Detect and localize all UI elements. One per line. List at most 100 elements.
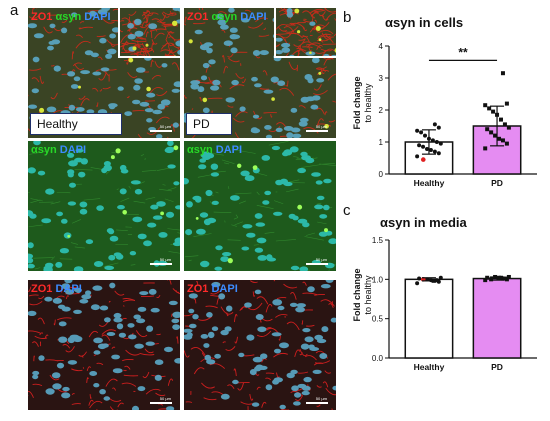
data-point [415, 154, 420, 159]
data-point [504, 101, 509, 106]
x-tick-label: PD [491, 178, 503, 188]
data-point [423, 133, 428, 138]
data-point [498, 275, 503, 280]
data-point-highlight [420, 157, 426, 162]
data-point [502, 122, 507, 127]
data-point [417, 276, 422, 281]
stain-label: ZO1 DAPI [31, 283, 82, 295]
stain-label: ZO1 αsyn DAPI [187, 11, 267, 23]
data-point [485, 275, 490, 280]
data-point [432, 149, 437, 154]
chart-b-ylabel-line1: Fold change [352, 76, 362, 130]
stain-zo1-label: ZO1 [187, 11, 209, 23]
bar-healthy [404, 278, 454, 359]
chart-c: 0.0 0.5 1.0 1.5 Healthy PD [372, 236, 537, 372]
stain-asyn-label: αsyn [55, 11, 82, 23]
data-point [415, 128, 420, 133]
y-tick-label: 0.5 [372, 315, 384, 324]
micrograph-image [120, 8, 180, 56]
data-point [485, 127, 490, 132]
data-point [498, 117, 503, 122]
chart-b-title: αsyn in cells [385, 15, 464, 30]
stain-dapi-label: DAPI [55, 283, 82, 295]
data-point [434, 140, 439, 144]
panel-letter-c: c [343, 202, 351, 219]
scale-bar [150, 402, 172, 404]
stain-zo1-label: ZO1 [31, 283, 53, 295]
chart-c-title: αsyn in media [380, 215, 467, 230]
data-point [493, 133, 498, 138]
group-label-pd: PD [186, 113, 232, 135]
scale-bar [306, 130, 328, 132]
data-point [415, 281, 420, 286]
x-tick-label: Healthy [414, 362, 445, 372]
scale-bar-text: 50 µm [315, 257, 327, 262]
data-point [489, 277, 494, 282]
micrograph-image [28, 280, 180, 410]
y-tick-label: 4 [379, 42, 384, 51]
stain-dapi-label: DAPI [211, 283, 238, 295]
stain-label: ZO1 DAPI [187, 283, 238, 295]
data-point [417, 143, 422, 148]
x-tick-label: PD [491, 362, 503, 372]
stain-zo1-label: ZO1 [31, 11, 53, 23]
data-point [483, 146, 488, 151]
scale-bar-text: 50 µm [315, 124, 327, 129]
y-tick-label: 1 [379, 138, 384, 147]
inset-zoom [118, 8, 180, 58]
data-point [428, 148, 433, 152]
data-point [419, 130, 424, 135]
data-point [500, 71, 505, 76]
data-point [438, 275, 443, 280]
data-point [421, 144, 426, 149]
stain-dapi-label: DAPI [215, 144, 243, 156]
data-point [434, 278, 439, 283]
stain-asyn-label: αsyn [187, 144, 213, 156]
scale-bar [150, 130, 172, 132]
micrograph-pd-zo1: ZO1 DAPI 50 µm [184, 280, 336, 410]
stain-dapi-label: DAPI [59, 144, 87, 156]
data-point [424, 147, 429, 152]
data-point [489, 130, 494, 135]
panel-letter-b: b [343, 9, 352, 26]
significance-label: ** [458, 45, 468, 59]
inset-zoom [274, 8, 336, 58]
data-point [436, 151, 441, 156]
y-tick-label: 0 [379, 170, 384, 179]
micrograph-healthy-merged: ZO1 αsyn DAPI Healthy 50 µm [28, 8, 180, 138]
data-point [497, 136, 502, 141]
data-point [487, 106, 492, 111]
data-point [483, 278, 488, 283]
scale-bar-text: 50 µm [315, 396, 327, 401]
stain-label: ZO1 αsyn DAPI [31, 11, 111, 23]
stain-dapi-label: DAPI [84, 11, 111, 23]
chart-b: 0 1 2 3 4 Healthy PD ** [379, 42, 537, 188]
y-tick-label: 2 [379, 106, 384, 115]
chart-c-ylabel-line1: Fold change [352, 268, 362, 322]
stain-dapi-label: DAPI [240, 11, 267, 23]
stain-asyn-label: αsyn [31, 144, 57, 156]
micrograph-healthy-zo1: ZO1 DAPI 50 µm [28, 280, 180, 410]
micrograph-image [28, 141, 180, 271]
group-label-healthy: Healthy [30, 113, 122, 135]
data-point [438, 141, 443, 146]
y-tick-label: 0.0 [372, 354, 384, 363]
micrograph-pd-merged: ZO1 αsyn DAPI PD 50 µm [184, 8, 336, 138]
scale-bar-text: 50 µm [159, 124, 171, 129]
stain-asyn-label: αsyn [211, 11, 238, 23]
micrograph-pd-asyn: αsyn DAPI 50 µm [184, 141, 336, 271]
data-point [506, 125, 511, 130]
panel-letter-a: a [10, 2, 19, 19]
data-point [502, 276, 507, 281]
data-point [504, 141, 509, 146]
data-point [500, 138, 505, 143]
y-tick-label: 1.5 [372, 236, 384, 245]
stain-zo1-label: ZO1 [187, 283, 209, 295]
data-point [432, 122, 437, 127]
y-tick-label: 1.0 [372, 275, 384, 284]
micrograph-image [276, 8, 336, 56]
bar-pd [472, 277, 522, 359]
micrograph-image [184, 141, 336, 271]
stain-label: αsyn DAPI [31, 144, 86, 156]
data-point [483, 103, 488, 108]
